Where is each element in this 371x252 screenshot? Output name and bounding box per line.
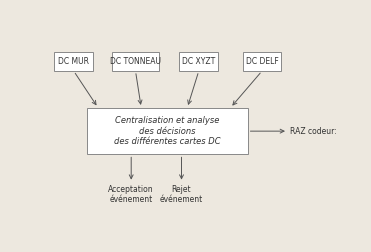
Bar xyxy=(54,52,93,71)
Text: DC TONNEAU: DC TONNEAU xyxy=(110,57,161,66)
Text: Rejet
événement: Rejet événement xyxy=(160,184,203,204)
Text: RAZ codeur:: RAZ codeur: xyxy=(290,127,336,136)
Bar xyxy=(179,52,218,71)
Text: Centralisation et analyse
des décisions
des différentes cartes DC: Centralisation et analyse des décisions … xyxy=(114,116,220,146)
Bar xyxy=(243,52,281,71)
Text: DC DELF: DC DELF xyxy=(246,57,278,66)
Text: DC MUR: DC MUR xyxy=(58,57,89,66)
Text: DC XYZT: DC XYZT xyxy=(182,57,216,66)
Bar xyxy=(112,52,159,71)
Bar xyxy=(87,108,248,154)
Text: Acceptation
événement: Acceptation événement xyxy=(108,184,154,204)
